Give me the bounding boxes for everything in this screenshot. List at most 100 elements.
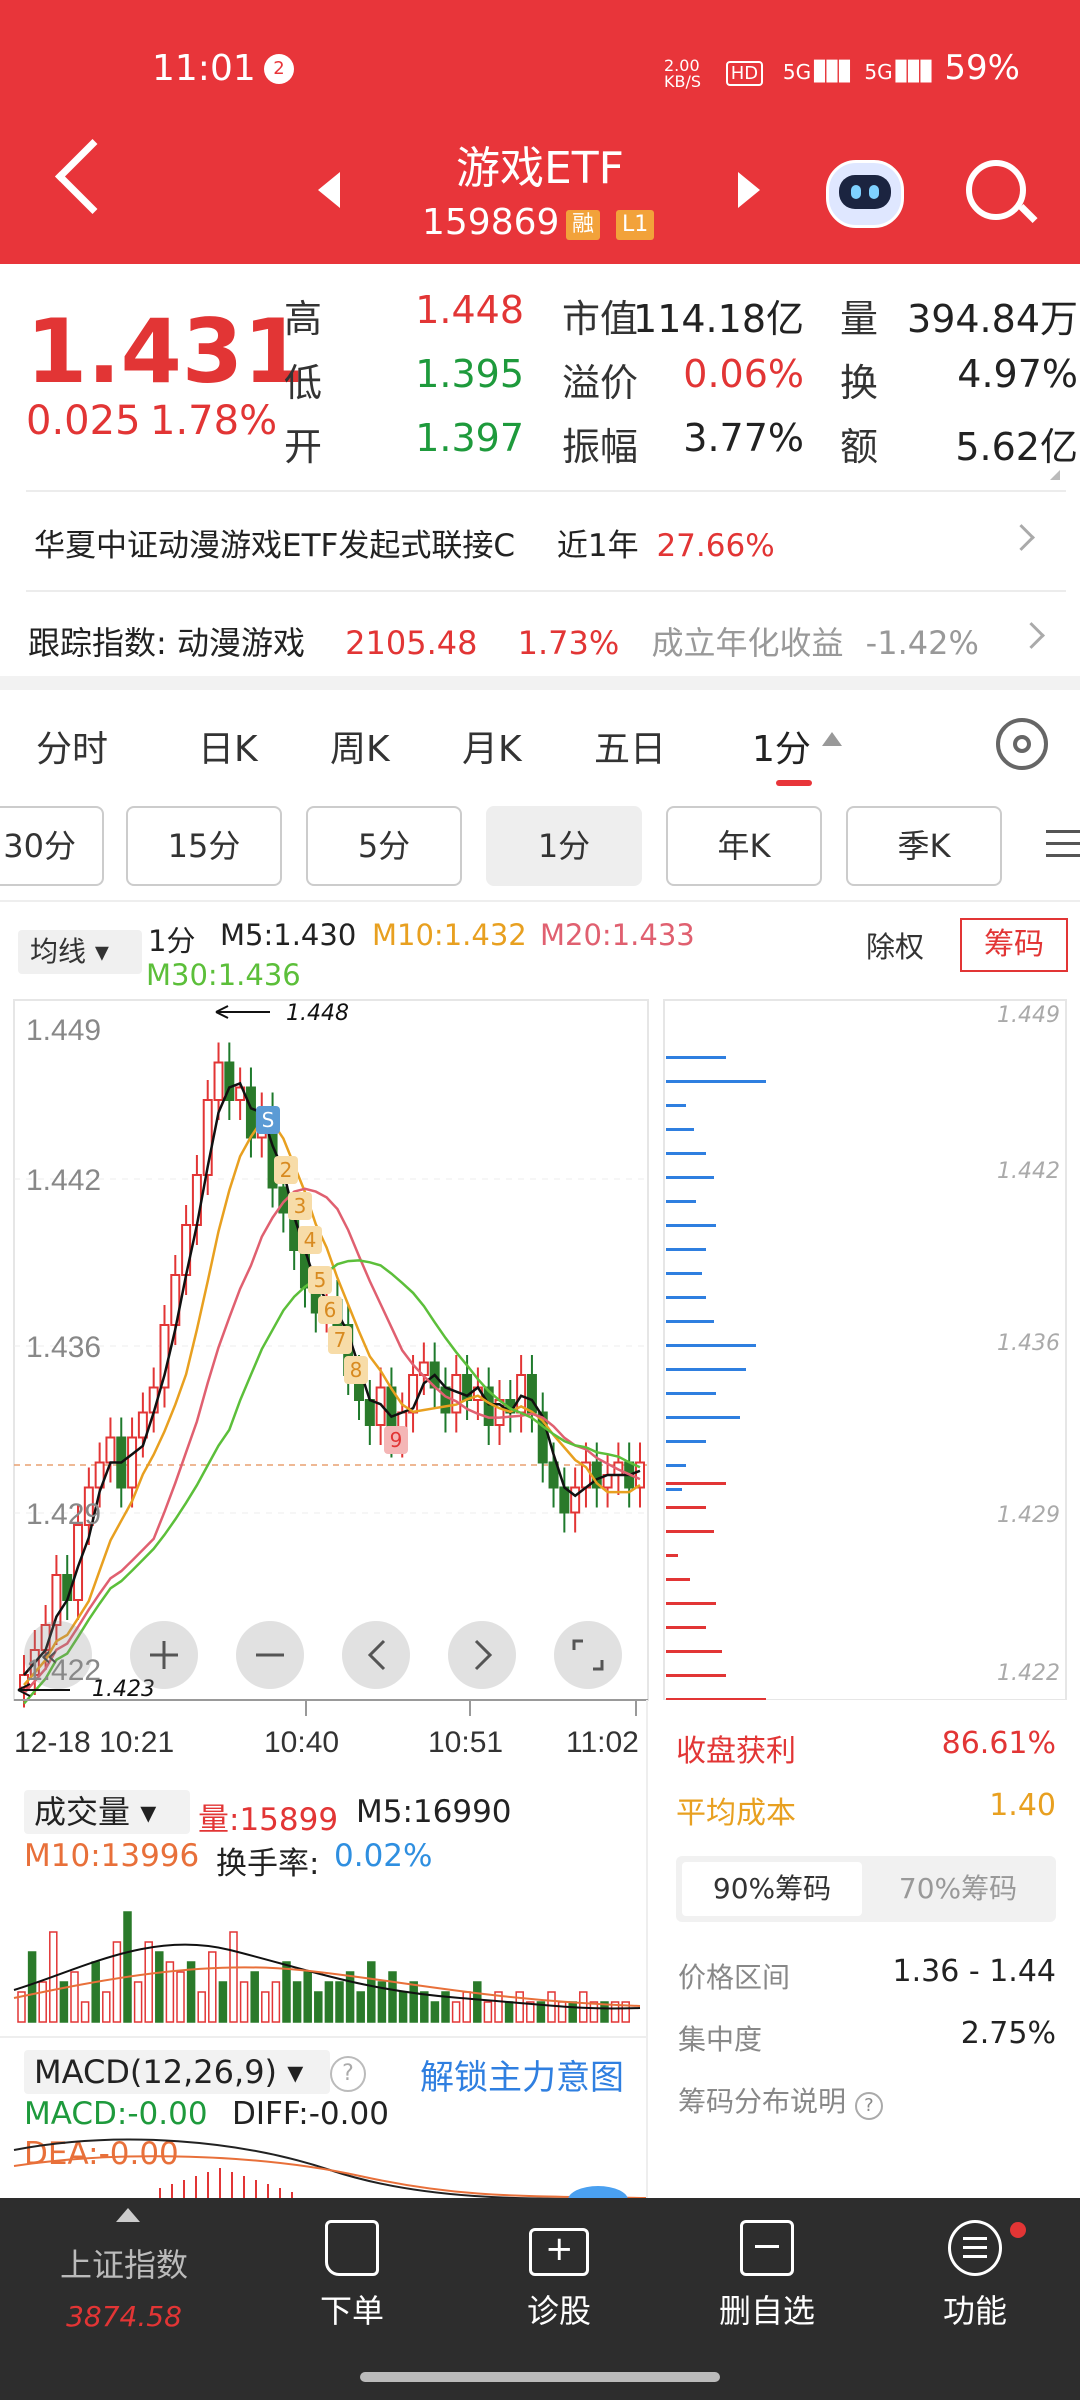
period-1min[interactable]: 1分 — [486, 806, 642, 886]
volume-chart — [13, 1911, 641, 2023]
divider — [26, 490, 1066, 492]
settings-icon[interactable] — [996, 718, 1048, 770]
bottom-nav — [0, 2198, 1080, 2400]
net-speed: 2.00 KB/S — [664, 56, 702, 91]
stat-label: 高 — [284, 297, 323, 341]
nav-functions[interactable]: 功能 — [900, 2220, 1050, 2332]
chip-bar — [666, 1248, 706, 1251]
period-quarterly-k[interactable]: 季K — [846, 806, 1002, 886]
signal-icon-2: 5G — [864, 60, 893, 84]
chip-explain-link[interactable]: 筹码分布说明 ? — [678, 2080, 883, 2120]
volume-ma-line — [13, 1966, 641, 2007]
chip-button[interactable]: 筹码 — [960, 918, 1068, 972]
search-icon[interactable] — [966, 160, 1026, 220]
plus-icon — [150, 1641, 178, 1669]
tab-five-day[interactable]: 五日 — [594, 729, 667, 770]
unlock-main-intent-link[interactable]: 解锁主力意图 — [420, 2058, 624, 2098]
y-axis-label: 1.442 — [26, 1164, 101, 1197]
tab-chip-90[interactable]: 90%筹码 — [682, 1862, 862, 1916]
ma-selector[interactable]: 均线 ▾ — [18, 930, 142, 974]
double-left-icon: « — [40, 1639, 58, 1674]
candle-body — [548, 1461, 559, 1489]
indicator-selector-macd[interactable]: MACD(12,26,9) ▾ — [24, 2050, 330, 2094]
volume-bar — [610, 2001, 620, 2023]
td-marker — [328, 1326, 352, 1354]
nav-diagnose[interactable]: + 诊股 — [526, 2228, 591, 2330]
stat-value: 5.62亿 — [955, 425, 1078, 469]
tab-chip-70[interactable]: 70%筹码 — [898, 1872, 1018, 1905]
volume-bar — [112, 1941, 122, 2023]
volume-bar — [494, 1991, 503, 2023]
home-indicator — [360, 2372, 720, 2382]
divider — [646, 1700, 648, 2198]
period-yearly-k[interactable]: 年K — [666, 806, 822, 886]
low-mark: 1.423 — [92, 1677, 155, 1702]
fullscreen-button[interactable] — [554, 1621, 622, 1689]
volume-bar — [504, 2001, 514, 2023]
period-30min[interactable]: 30分 — [0, 806, 104, 886]
chip-bar — [666, 1368, 746, 1371]
nav-place-order[interactable]: 下单 — [277, 2220, 427, 2332]
candle-body — [537, 1411, 548, 1464]
period-15min[interactable]: 15分 — [126, 806, 282, 886]
jump-back-button[interactable] — [24, 1621, 92, 1689]
tab-timeshare[interactable]: 分时 — [36, 729, 109, 770]
tab-1min[interactable]: 1分 — [752, 729, 811, 770]
volume-bar — [271, 1981, 281, 2023]
td-label: 4 — [304, 1228, 317, 1252]
td-label: 7 — [334, 1328, 347, 1352]
x-axis-label: 12-18 10:21 — [14, 1726, 174, 1759]
td-label: 9 — [390, 1428, 403, 1452]
fund-link[interactable]: 华夏中证动漫游戏ETF发起式联接C 近1年 27.66% — [34, 520, 775, 565]
chip-distribution-chart: 1.449 1.442 1.436 1.429 1.422 — [663, 999, 1067, 1700]
stat-label: 换 — [840, 361, 879, 405]
corner-arrow-icon — [1050, 470, 1060, 480]
td-label: 5 — [314, 1268, 327, 1292]
chip-y-label: 1.429 — [997, 1503, 1060, 1528]
tab-monthly-k[interactable]: 月K — [462, 729, 522, 770]
tab-underline — [776, 780, 812, 786]
ma10-line — [23, 1119, 641, 1686]
candle-body — [83, 1486, 94, 1526]
expand-up-icon[interactable] — [116, 2208, 140, 2222]
period-5min[interactable]: 5分 — [306, 806, 462, 886]
tracking-index[interactable]: 跟踪指数: 动漫游戏 2105.48 1.73% 成立年化收益 -1.42% — [28, 618, 979, 664]
volume-bar — [197, 1991, 206, 2023]
level1-tag: L1 — [616, 210, 655, 240]
chip-bar — [666, 1506, 706, 1509]
volume-bar — [589, 2001, 599, 2023]
volume-bar — [473, 1981, 482, 2023]
volume-bar — [600, 2001, 609, 2023]
tab-daily-k[interactable]: 日K — [198, 729, 258, 770]
stat-label: 溢价 — [562, 361, 639, 405]
next-stock-button[interactable] — [738, 172, 760, 208]
order-icon — [325, 2220, 379, 2276]
exright-button[interactable]: 除权 — [866, 930, 925, 964]
pan-left-button[interactable] — [342, 1621, 410, 1689]
volume-bar — [250, 1971, 259, 2023]
candle-body — [224, 1061, 235, 1101]
remove-watchlist-icon — [740, 2220, 794, 2276]
candle-body — [375, 1386, 386, 1426]
nav-remove-watchlist[interactable]: 删自选 — [692, 2220, 842, 2332]
index-value: 3874.58 — [66, 2300, 182, 2333]
pan-right-button[interactable] — [448, 1621, 516, 1689]
index-name[interactable]: 上证指数 — [59, 2246, 188, 2284]
volume-bar — [451, 2001, 461, 2023]
volume-bar — [239, 1981, 249, 2023]
stat-value: 3.77% — [683, 416, 804, 460]
help-icon[interactable]: ? — [330, 2056, 366, 2092]
section-separator — [0, 676, 1080, 690]
chip-y-label: 1.442 — [997, 1159, 1060, 1184]
menu-icon[interactable] — [1046, 830, 1080, 866]
volume-bar — [557, 2001, 567, 2023]
chip-bar — [666, 1296, 706, 1299]
turnover-label: 换手率: — [216, 1846, 320, 1882]
tracking-value: 2105.48 — [345, 624, 478, 662]
indicator-selector-volume[interactable]: 成交量 ▾ — [24, 1790, 190, 1834]
volume-bar — [398, 1991, 408, 2023]
tab-weekly-k[interactable]: 周K — [330, 729, 390, 770]
assistant-robot-icon[interactable] — [826, 160, 904, 228]
prev-stock-button[interactable] — [318, 172, 340, 208]
